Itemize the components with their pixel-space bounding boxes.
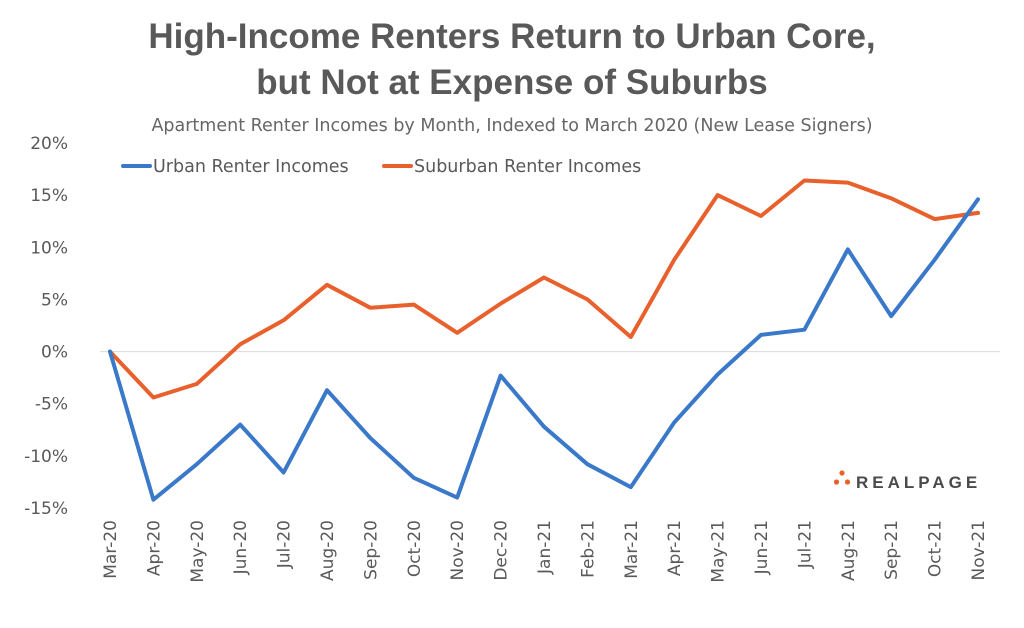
y-tick-label: 10% [30,238,68,258]
x-tick-label: Apr-20 [144,520,164,576]
x-tick-label: Aug-20 [318,520,338,581]
x-tick-label: Apr-21 [665,520,685,576]
y-tick-label: 5% [41,290,68,310]
x-tick-label: Oct-20 [405,520,425,577]
x-tick-label: Jun-20 [231,520,251,575]
x-axis: Mar-20 Apr-20 May-20 Jun-20 Jul-20 Aug-20 Sep-… [101,520,989,583]
realpage-logo: REALPAGE [833,470,981,492]
logo-text: REALPAGE [856,473,981,492]
y-tick-label: -5% [35,395,68,415]
x-tick-label: Jul-21 [795,520,815,569]
x-tick-label: Mar-21 [622,520,642,579]
y-tick-label: 0% [41,343,68,363]
x-tick-label: Sep-21 [882,520,902,580]
y-axis: 20% 15% 10% 5% 0% -5% -10% -15% [24,134,1000,519]
legend: Urban Renter Incomes Suburban Renter Inco… [121,157,641,177]
x-tick-label: Oct-21 [926,520,946,577]
y-tick-label: 15% [30,186,68,206]
x-tick-label: Sep-20 [361,520,381,580]
y-tick-label: -10% [24,447,68,467]
x-tick-label: Jun-21 [752,520,772,575]
legend-label-suburban: Suburban Renter Incomes [414,157,641,177]
x-tick-label: May-21 [709,520,729,583]
chart-subtitle: Apartment Renter Incomes by Month, Index… [151,116,873,136]
x-tick-label: Aug-21 [839,520,859,581]
x-tick-label: Mar-20 [101,520,121,579]
logo-dot [833,479,840,485]
logo-dot [839,470,845,476]
chart-title: High-Income Renters Return to Urban Core… [0,14,1024,106]
chart-title-line-1: High-Income Renters Return to Urban Core… [148,17,876,56]
x-tick-label: Dec-20 [492,520,512,581]
series-line-suburban [108,178,980,400]
y-tick-label: -15% [24,499,68,519]
x-tick-label: Feb-21 [578,520,598,578]
x-tick-label: Jul-20 [275,520,295,569]
y-tick-label: 20% [30,134,68,154]
x-tick-label: Jan-21 [535,520,555,575]
x-tick-label: Nov-20 [448,520,468,581]
series-layer [108,178,980,502]
series-line-urban [108,197,980,502]
x-tick-label: Nov-21 [969,520,989,581]
x-tick-label: May-20 [188,520,208,583]
logo-dot [844,479,851,485]
chart-title-line-2: but Not at Expense of Suburbs [256,63,768,102]
legend-label-urban: Urban Renter Incomes [153,157,349,177]
